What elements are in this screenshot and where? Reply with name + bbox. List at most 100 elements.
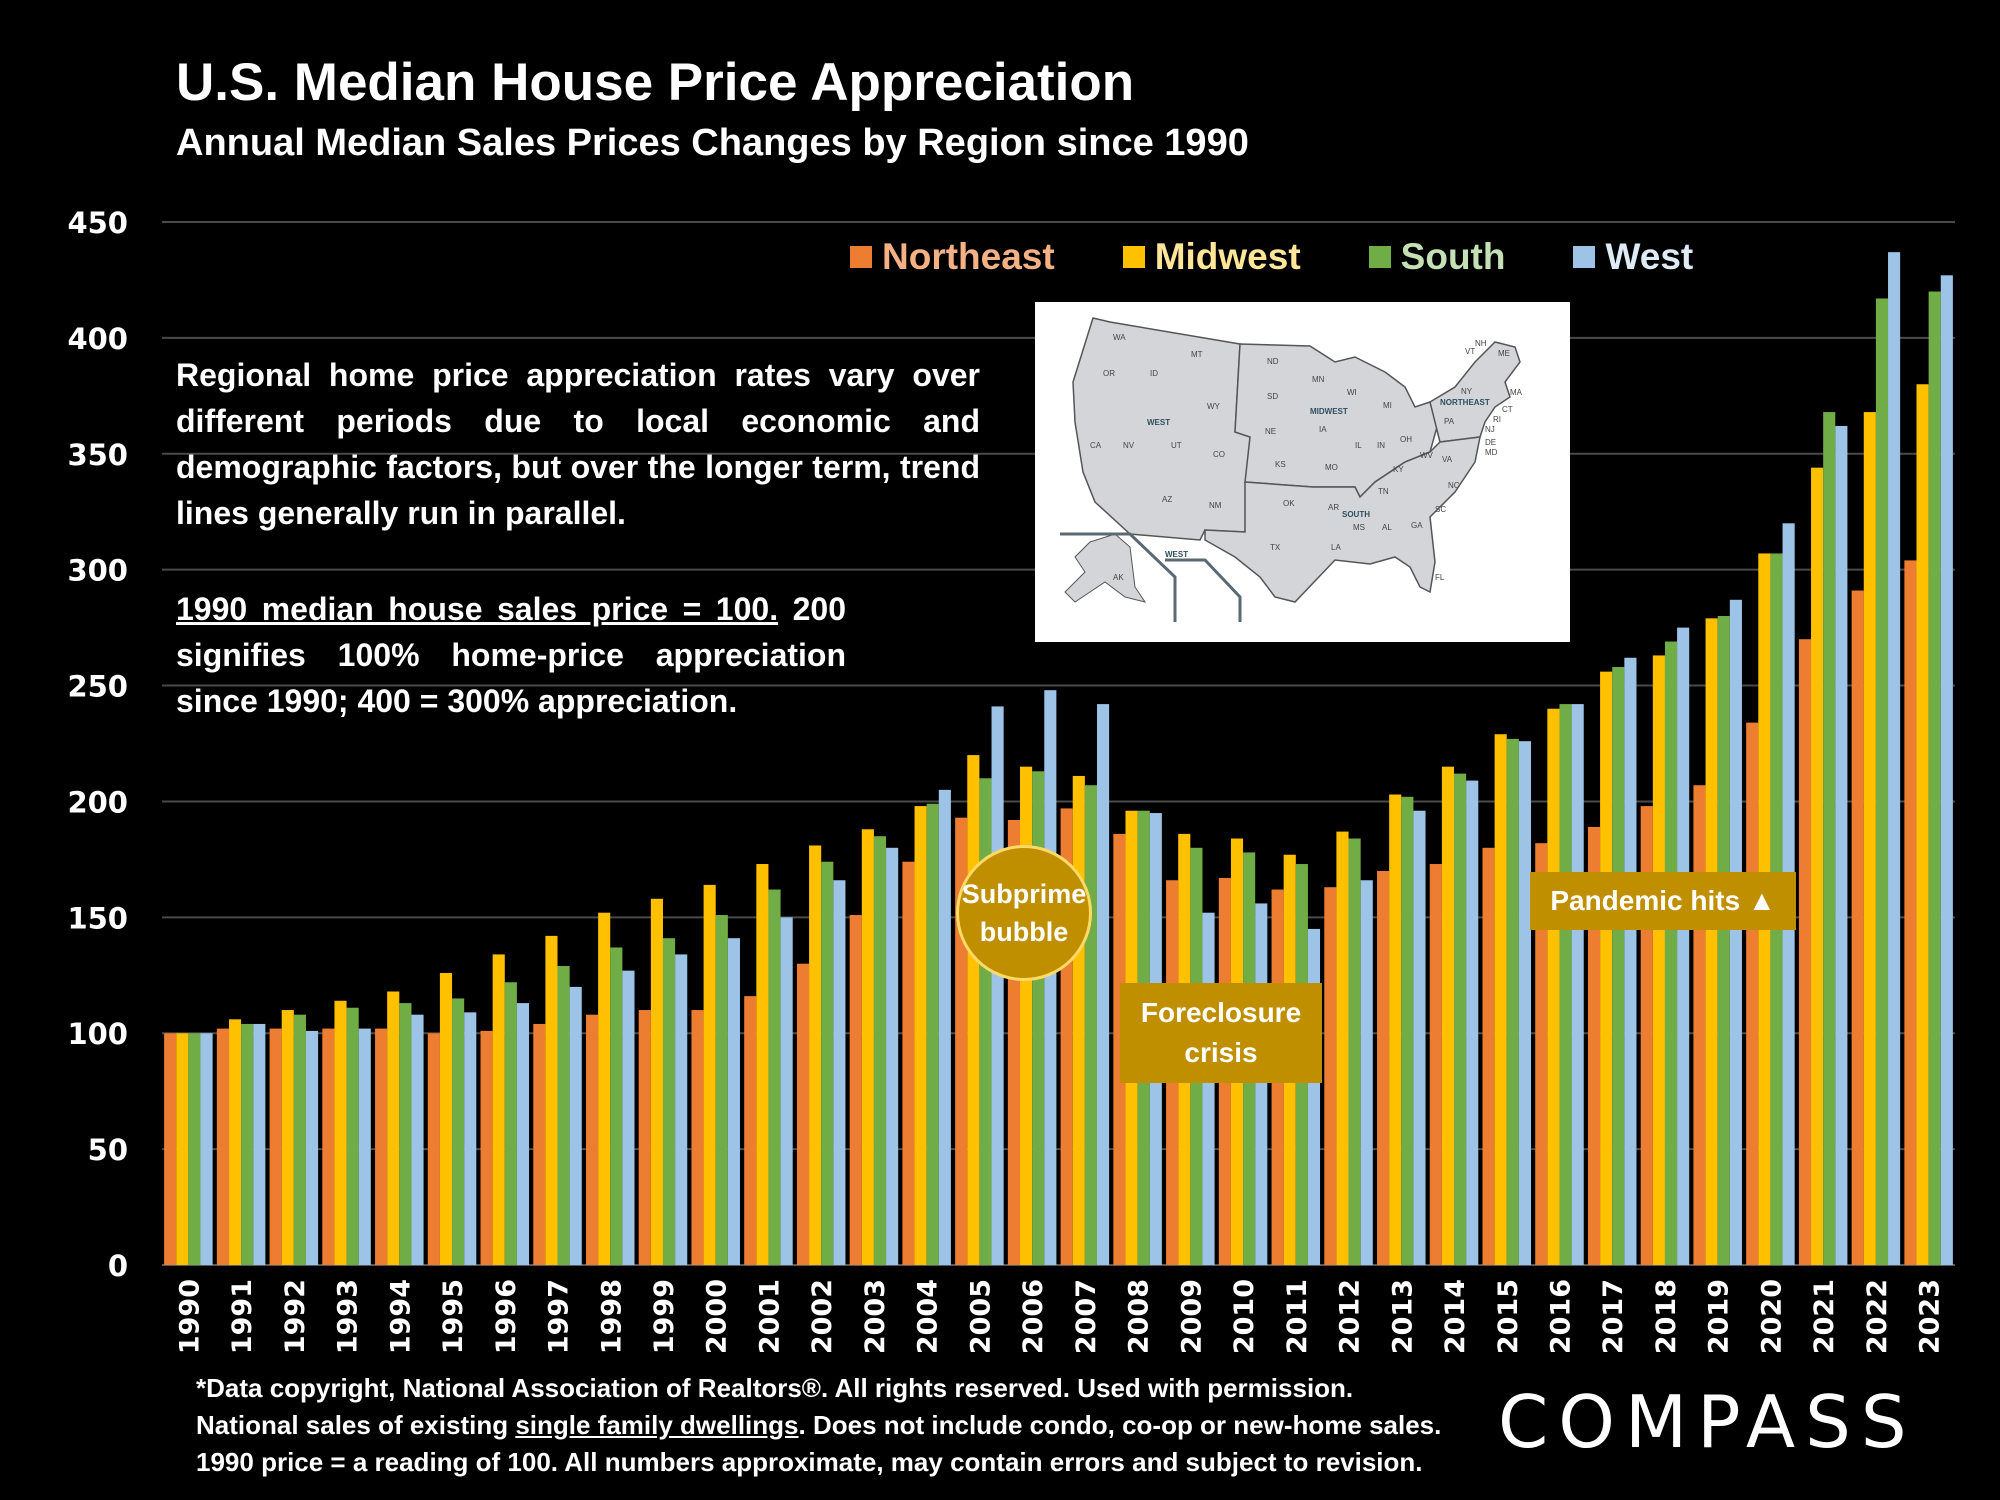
- bar-northeast-2014: [1429, 864, 1442, 1265]
- bar-west-2016: [1571, 704, 1584, 1265]
- bar-south-1997: [557, 966, 570, 1265]
- bar-west-2018: [1677, 627, 1690, 1265]
- x-tick-label: 2011: [1282, 1279, 1313, 1354]
- bar-west-1995: [464, 1012, 477, 1265]
- bar-south-2015: [1506, 738, 1519, 1265]
- y-tick-label: 250: [67, 670, 128, 704]
- bar-northeast-2002: [796, 963, 810, 1265]
- bar-northeast-1990: [164, 1033, 177, 1265]
- x-tick-label: 1996: [491, 1279, 522, 1354]
- bar-west-2010: [1255, 903, 1268, 1265]
- bar-midwest-2012: [1336, 831, 1349, 1265]
- x-tick-label: 2006: [1018, 1279, 1049, 1354]
- svg-text:OR: OR: [1103, 369, 1115, 378]
- annotation-foreclosure-crisis: Foreclosure crisis: [1120, 983, 1322, 1083]
- legend-label-midwest: Midwest: [1154, 236, 1301, 277]
- x-tick-label: 1998: [596, 1279, 627, 1354]
- bar-northeast-1993: [322, 1028, 335, 1265]
- bar-northeast-1997: [533, 1023, 546, 1265]
- svg-text:NH: NH: [1475, 339, 1487, 348]
- svg-text:AK: AK: [1113, 573, 1124, 582]
- x-tick-label: 2020: [1756, 1279, 1787, 1354]
- svg-text:AZ: AZ: [1162, 495, 1172, 504]
- map-label-northeast: NORTHEAST: [1440, 398, 1490, 407]
- y-tick-label: 350: [67, 438, 128, 472]
- svg-text:IL: IL: [1355, 441, 1362, 450]
- bar-west-1992: [305, 1030, 319, 1265]
- footer-line-1: *Data copyright, National Association of…: [196, 1373, 1354, 1403]
- svg-text:NY: NY: [1461, 387, 1473, 396]
- annotation-pandemic-hits: Pandemic hits ▲: [1530, 872, 1796, 930]
- bar-west-2007: [1096, 704, 1110, 1265]
- svg-text:KS: KS: [1275, 460, 1286, 469]
- bar-south-1993: [346, 1007, 359, 1265]
- annotation-subprime-bubble: Subprime bubble: [956, 845, 1092, 981]
- bar-midwest-2018: [1652, 655, 1665, 1265]
- bar-west-1994: [411, 1014, 424, 1265]
- x-tick-label: 2019: [1704, 1279, 1735, 1354]
- legend-swatch-south: [1368, 246, 1391, 268]
- bar-west-2022: [1888, 252, 1901, 1265]
- bar-midwest-1990: [176, 1033, 189, 1265]
- svg-text:WV: WV: [1420, 451, 1434, 460]
- bar-midwest-1997: [545, 935, 558, 1265]
- bar-west-2003: [886, 847, 899, 1265]
- legend: Northeast Midwest South West: [850, 236, 1761, 278]
- bar-south-2019: [1717, 616, 1730, 1265]
- map-label-south: SOUTH: [1342, 510, 1370, 519]
- bar-west-1998: [622, 970, 635, 1265]
- svg-text:NV: NV: [1123, 441, 1135, 450]
- x-tick-label: 1995: [438, 1279, 469, 1354]
- bar-northeast-2020: [1746, 722, 1759, 1265]
- y-tick-label: 300: [67, 554, 128, 588]
- bar-south-2018: [1664, 641, 1678, 1265]
- bar-northeast-2000: [691, 1010, 704, 1265]
- x-tick-label: 2009: [1176, 1279, 1207, 1354]
- bar-south-1998: [610, 947, 623, 1265]
- svg-text:ME: ME: [1498, 349, 1510, 358]
- x-tick-label: 2001: [754, 1279, 785, 1354]
- svg-text:CO: CO: [1213, 450, 1225, 459]
- svg-text:NJ: NJ: [1485, 425, 1495, 434]
- bar-midwest-2016: [1547, 708, 1560, 1265]
- x-tick-label: 2000: [702, 1279, 733, 1354]
- bar-midwest-2013: [1389, 794, 1402, 1265]
- legend-item-south: South: [1368, 236, 1505, 278]
- svg-text:GA: GA: [1411, 521, 1423, 530]
- legend-swatch-northeast: [850, 246, 872, 268]
- footer-line-3: 1990 price = a reading of 100. All numbe…: [196, 1447, 1423, 1477]
- bar-south-1996: [504, 982, 517, 1265]
- svg-text:VA: VA: [1442, 455, 1453, 464]
- x-tick-label: 2013: [1387, 1279, 1418, 1354]
- svg-text:VT: VT: [1465, 347, 1475, 356]
- bar-midwest-1993: [334, 1000, 347, 1265]
- footer-line-2-pre: National sales of existing: [196, 1410, 516, 1440]
- svg-text:ID: ID: [1150, 369, 1158, 378]
- bar-midwest-2006: [1020, 766, 1033, 1265]
- bar-northeast-2008: [1113, 833, 1126, 1265]
- bar-west-2019: [1729, 599, 1742, 1265]
- svg-text:WI: WI: [1347, 388, 1357, 397]
- x-axis-tick-labels: 1990 1991 1992 1993 1994 1995 1996 1997 1998 1999…: [174, 1279, 1945, 1354]
- x-tick-label: 2002: [807, 1279, 838, 1354]
- x-tick-label: 2015: [1493, 1279, 1524, 1354]
- index-explanation-note: 1990 median house sales price = 100. 200…: [176, 586, 846, 724]
- bar-midwest-1998: [598, 912, 611, 1265]
- map-alaska: [1064, 533, 1147, 603]
- bar-west-1996: [516, 1003, 530, 1265]
- legend-label-west: West: [1605, 236, 1694, 277]
- x-tick-label: 1993: [333, 1279, 364, 1354]
- svg-text:LA: LA: [1331, 543, 1341, 552]
- bar-west-2021: [1835, 425, 1848, 1265]
- x-tick-label: 2010: [1229, 1279, 1260, 1354]
- bar-midwest-2007: [1072, 775, 1085, 1265]
- bar-northeast-1995: [427, 1033, 440, 1265]
- bar-south-2022: [1875, 298, 1889, 1265]
- legend-item-midwest: Midwest: [1122, 236, 1301, 278]
- bar-midwest-1992: [281, 1010, 294, 1265]
- x-tick-label: 1994: [385, 1279, 416, 1354]
- index-explanation: 200 signifies 100% home-price appreciati…: [176, 591, 847, 719]
- bar-northeast-2023: [1904, 560, 1917, 1265]
- footer-line-2-underlined: single family dwellings: [515, 1410, 799, 1440]
